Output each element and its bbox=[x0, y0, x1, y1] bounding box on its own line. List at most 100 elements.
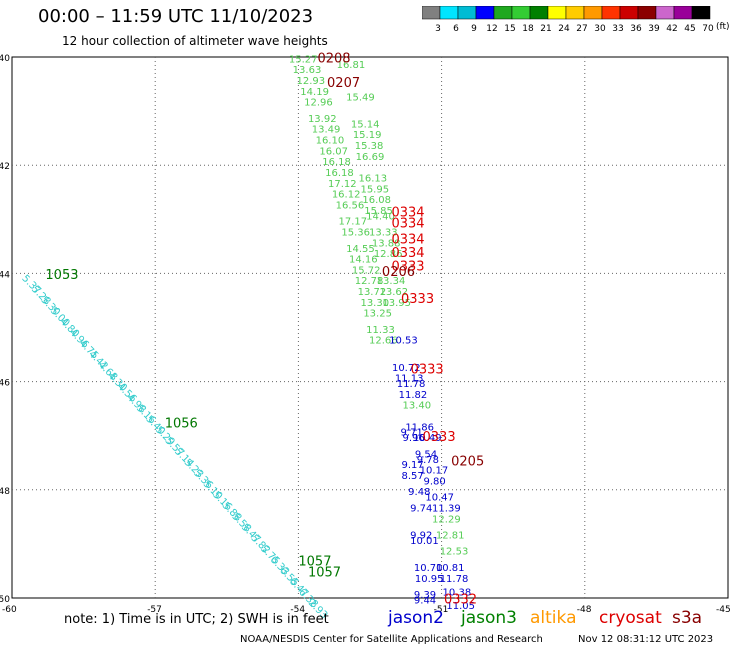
longitude-label: -48 bbox=[577, 605, 592, 615]
longitude-label: -57 bbox=[147, 605, 162, 615]
latitude-label: -46 bbox=[0, 379, 10, 389]
wave-height-value: 17.17 bbox=[338, 217, 367, 228]
wave-height-value: 16.07 bbox=[319, 146, 348, 157]
wave-height-value: 10.38 bbox=[443, 587, 472, 598]
longitude-label: -51 bbox=[434, 605, 449, 615]
wave-height-value: 15.38 bbox=[355, 141, 384, 152]
color-scale-label: 36 bbox=[630, 24, 642, 34]
wave-height-value: 13.95 bbox=[382, 298, 411, 309]
wave-height-value: 11.05 bbox=[446, 601, 475, 612]
pass-time-label: 0334 bbox=[391, 246, 424, 261]
pass-time-label: 1057 bbox=[308, 565, 341, 580]
color-scale-label: 9 bbox=[471, 24, 477, 34]
wave-height-value: 14.40 bbox=[366, 211, 395, 222]
pass-time-label: 1056 bbox=[165, 417, 198, 432]
wave-height-value: 15.27 bbox=[289, 54, 318, 65]
legend-jason2: jason2 bbox=[388, 608, 444, 628]
latitude-label: -42 bbox=[0, 162, 10, 172]
longitude-label: -54 bbox=[290, 605, 305, 615]
wave-height-value: 10.47 bbox=[425, 493, 454, 504]
pass-time-label: 0333 bbox=[411, 362, 444, 377]
wave-height-value: 16.56 bbox=[336, 200, 365, 211]
wave-height-value: 13.88 bbox=[372, 238, 401, 249]
pass-time-label: 0208 bbox=[317, 51, 350, 66]
wave-height-value: 10.70 bbox=[414, 563, 443, 574]
footnote: note: 1) Time is in UTC; 2) SWH is in fe… bbox=[64, 612, 329, 627]
color-scale-label: 27 bbox=[576, 24, 587, 34]
wave-height-value: 9.78 bbox=[417, 455, 439, 466]
wave-height-value: 10.17 bbox=[420, 466, 449, 477]
wave-height-value: 10.49 bbox=[413, 433, 442, 444]
color-scale-label: 6 bbox=[453, 24, 459, 34]
pass-time-label: 0333 bbox=[391, 260, 424, 275]
wave-height-value: 14.16 bbox=[349, 255, 378, 266]
wave-height-value: 9.71 bbox=[401, 428, 423, 439]
latitude-label: -44 bbox=[0, 270, 10, 280]
color-scale-label: 30 bbox=[594, 24, 606, 34]
legend-s3a: s3a bbox=[672, 608, 703, 628]
wave-height-value: 17.12 bbox=[328, 179, 357, 190]
wave-height-value: 9.96 bbox=[402, 433, 424, 444]
map-frame bbox=[11, 56, 729, 599]
legend-cryosat: cryosat bbox=[599, 608, 662, 628]
wave-height-value: 10.72 bbox=[392, 363, 421, 374]
wave-height-value: 15.72 bbox=[352, 265, 381, 276]
generated-timestamp: Nov 12 08:31:12 UTC 2023 bbox=[578, 634, 714, 645]
wave-height-value: 10.95 bbox=[415, 574, 444, 585]
color-scale-label: 15 bbox=[504, 24, 515, 34]
wave-height-value: 11.33 bbox=[366, 325, 395, 336]
wave-height-value: 9.44 bbox=[414, 595, 436, 606]
longitude-label: -60 bbox=[2, 605, 17, 615]
color-scale-label: 42 bbox=[666, 24, 677, 34]
pass-time-label: 0333 bbox=[423, 430, 456, 445]
wave-height-value: 13.40 bbox=[402, 401, 431, 412]
color-scale-unit: (ft) bbox=[716, 22, 730, 32]
legend-altika: altika bbox=[530, 608, 577, 628]
wave-height-value: 12.53 bbox=[440, 547, 469, 558]
wave-height-value: 9.74 bbox=[410, 503, 432, 514]
wave-height-value: 10.01 bbox=[410, 536, 439, 547]
latitude-label: -48 bbox=[0, 487, 10, 497]
wave-height-value: 13.34 bbox=[377, 276, 406, 287]
wave-height-value: 15.36 bbox=[341, 228, 370, 239]
wave-height-value: 12.29 bbox=[432, 514, 461, 525]
wave-height-value: 13.92 bbox=[308, 114, 337, 125]
pass-time-label: 0334 bbox=[391, 233, 424, 248]
wave-height-value: 14.55 bbox=[346, 244, 375, 255]
color-scale-label: 33 bbox=[612, 24, 623, 34]
wave-height-value: 11.78 bbox=[440, 574, 469, 585]
color-scale-legend: 3 6 9 12 15 18 21 24 27 30 33 36 39 42 45 70 bbox=[422, 6, 714, 34]
wave-height-value: 14.19 bbox=[300, 87, 329, 98]
wave-height-value: 13.49 bbox=[312, 125, 341, 136]
longitude-label: -45 bbox=[716, 605, 731, 615]
color-scale-label: 24 bbox=[558, 24, 570, 34]
wave-height-value: 13.33 bbox=[369, 228, 398, 239]
wave-height-value: 9.17 bbox=[402, 460, 424, 471]
wave-height-value: 12.93 bbox=[296, 76, 325, 87]
page-subtitle: 12 hour collection of altimeter wave hei… bbox=[62, 34, 328, 48]
color-scale-swatch bbox=[691, 6, 711, 20]
color-scale-label: 39 bbox=[648, 24, 660, 34]
pass-time-label: 0206 bbox=[382, 265, 415, 280]
color-scale-label: 45 bbox=[684, 24, 695, 34]
wave-height-value: 13.30 bbox=[360, 298, 389, 309]
wave-height-value: 12.66 bbox=[369, 336, 398, 347]
wave-height-value: 16.12 bbox=[332, 190, 361, 201]
wave-height-value: 8.57 bbox=[402, 471, 424, 482]
pass-time-label: 0332 bbox=[444, 592, 477, 607]
wave-height-value: 15.19 bbox=[353, 130, 382, 141]
pass-time-label: 0334 bbox=[391, 206, 424, 221]
wave-height-value: 9.92 bbox=[410, 530, 432, 541]
wave-height-value: 16.69 bbox=[356, 152, 385, 163]
wave-height-value: 13.62 bbox=[380, 287, 409, 298]
wave-height-value: 11.82 bbox=[399, 390, 428, 401]
page-title: 00:00 – 11:59 UTC 11/10/2023 bbox=[38, 6, 314, 27]
wave-height-value: 15.95 bbox=[360, 184, 389, 195]
color-scale-label: 18 bbox=[522, 24, 534, 34]
wave-height-value: 12.81 bbox=[436, 530, 465, 541]
wave-height-value: 13.25 bbox=[363, 309, 392, 320]
pass-time-label: 0333 bbox=[401, 292, 434, 307]
latitude-label: -50 bbox=[0, 595, 10, 605]
wave-height-value: 15.49 bbox=[346, 92, 375, 103]
